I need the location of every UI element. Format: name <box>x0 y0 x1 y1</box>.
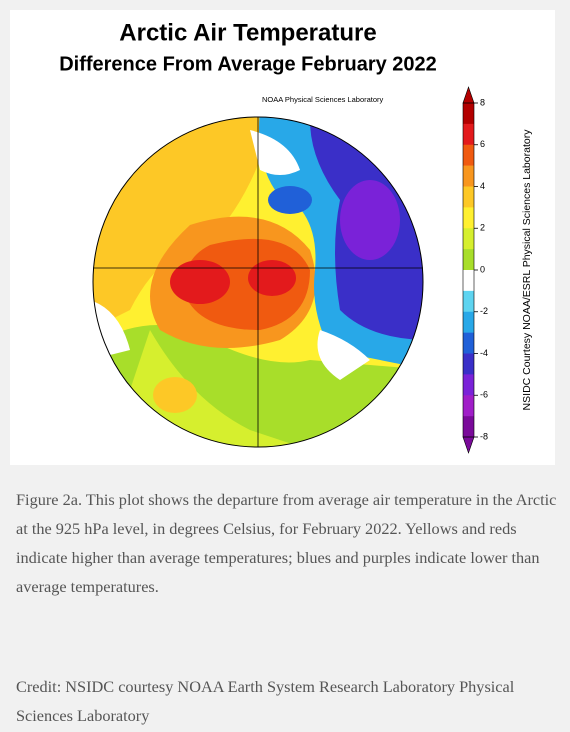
colorbar-tick-label: 4 <box>480 181 485 191</box>
colorbar-tick-label: -4 <box>480 348 488 358</box>
colorbar-band <box>463 395 474 417</box>
source-box <box>258 94 418 106</box>
colorbar-tick-label: 8 <box>480 97 485 107</box>
colorbar-band <box>463 123 474 146</box>
colorbar-arrow <box>462 86 475 104</box>
colorbar-band <box>463 207 474 229</box>
colorbar-band <box>463 228 474 250</box>
colorbar-tick-label: 2 <box>480 223 485 233</box>
colorbar: 8 6 4 2 0 -2 -4 -6 -8 <box>462 86 488 454</box>
colorbar-band <box>463 103 474 125</box>
colorbar-band <box>463 353 474 375</box>
colorbar-band <box>463 270 474 292</box>
caption: Figure 2a. This plot shows the departure… <box>16 490 557 596</box>
title: Arctic Air Temperature <box>119 19 376 46</box>
colorbar-band <box>463 144 474 166</box>
colorbar-band <box>463 290 474 313</box>
colorbar-band <box>463 332 474 354</box>
subtitle: Difference From Average February 2022 <box>59 53 437 75</box>
colorbar-band <box>463 374 474 396</box>
colorbar-tick-label: -2 <box>480 306 488 316</box>
figure: Arctic Air Temperature Difference From A… <box>10 10 555 465</box>
colorbar-tick-label: -6 <box>480 390 488 400</box>
colorbar-band <box>463 249 474 271</box>
colorbar-tick-label: -8 <box>480 431 488 441</box>
colorbar-band <box>463 165 474 187</box>
colorbar-band <box>463 416 474 438</box>
colorbar-tick-label: 6 <box>480 139 485 149</box>
colorbar-band <box>463 186 474 208</box>
colorbar-arrow <box>462 436 475 454</box>
colorbar-band <box>463 311 474 333</box>
colorbar-side-label: NSIDC Courtesy NOAA/ESRL Physical Scienc… <box>521 129 533 411</box>
source-label: NOAA Physical Sciences Laboratory <box>262 95 384 104</box>
credit: Credit: NSIDC courtesy NOAA Earth System… <box>16 677 515 725</box>
map-figure: Arctic Air Temperature Difference From A… <box>59 19 533 454</box>
colorbar-tick-label: 0 <box>480 264 485 274</box>
